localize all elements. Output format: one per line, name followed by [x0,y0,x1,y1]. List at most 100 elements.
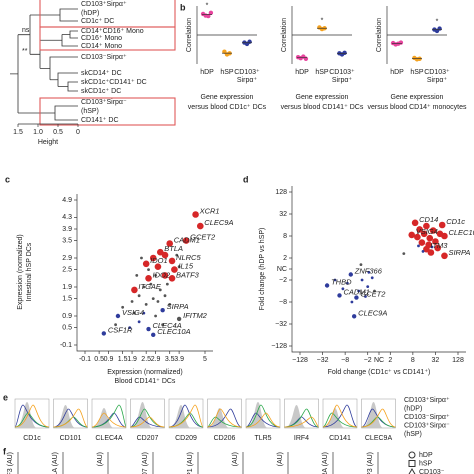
point [177,265,181,269]
isotype-histogram [246,402,268,428]
caption: versus blood CD141⁺ DCs [281,104,364,111]
y-axis-label: Correlation [281,18,288,52]
axes [291,186,466,353]
gene-label: GCET2 [360,290,386,299]
legend-entry: CD103⁺Sirpα⁺ [404,397,450,404]
point [140,256,143,260]
gene-label: CD14 [419,215,438,224]
y-tick-label: 2.5 [62,266,72,273]
gene-label: VSIG4 [122,308,144,317]
point [417,244,420,248]
point [429,227,437,234]
point [137,320,141,324]
point [165,282,169,286]
marker-label: TLR5 [254,435,271,442]
category-label: CD103⁺ [234,69,260,76]
point [154,263,162,271]
point [348,272,353,277]
x-tick-label: 2.5 [141,356,151,363]
significance-star: * [321,17,324,24]
leaf-label: CD103⁺Sirpα⁻ [81,99,127,106]
y-tick-label: 8 [283,233,287,240]
dot [398,40,404,45]
x-tick-label: 2 [388,357,392,364]
x-tick-label: -0.1 [79,356,91,363]
gene-label: SIRPA [167,302,189,311]
legend-entry: CD103⁺Sirpα⁻ [404,422,450,429]
histogram-curve [245,412,281,428]
y-axis-label: LA (AU) [52,452,59,474]
x-tick-label: 8 [411,357,415,364]
point [418,239,426,246]
point [350,300,354,304]
category-label: hDP [200,69,214,76]
gene-label: XCR1 [199,206,220,215]
point [441,252,448,260]
point [142,285,146,289]
panel-label: c [5,174,10,184]
leaf-label: (hSP) [81,108,99,115]
point [196,222,204,230]
point [156,300,160,303]
x-tick-label: 2.9 [151,356,161,363]
histogram-curve [168,404,204,428]
point [171,266,178,273]
histogram-curve [130,408,165,428]
y-tick-label: 2 [283,255,287,262]
x-tick-label: 1.0 [33,129,43,136]
point [142,311,146,315]
histogram-curve [284,408,319,428]
gene-label: CADM1 [344,287,370,296]
y-tick-label: −2 [279,277,287,284]
histogram-curve [53,408,88,428]
x-tick-label: 3.5 [165,356,175,363]
axes [76,194,213,352]
significance-note: ** [22,48,28,55]
point [426,234,434,242]
point [160,308,165,313]
x-tick-label: 1.5 [118,356,128,363]
leaf-label: CD1c⁺ DC [81,18,114,25]
panel-label: e [3,392,8,402]
point [360,278,364,282]
histogram-curve [207,408,242,428]
point [115,313,121,319]
point [168,257,176,265]
point [432,238,439,245]
point [366,285,370,288]
legend-entry: CD103⁻ [419,469,445,474]
point [367,270,371,274]
histogram-curve [14,404,50,428]
point [192,211,199,218]
point [121,305,125,309]
point [408,231,416,239]
point [421,250,425,253]
histogram-curve [245,412,281,428]
point [161,251,169,259]
x-tick-label: 0.9 [104,356,114,363]
dendrogram [10,0,176,126]
dot [342,50,347,56]
isotype-histogram [130,402,153,428]
point [354,295,359,300]
point [133,311,136,315]
y-axis-label: (AU) [277,452,284,466]
legend-symbol [408,468,416,474]
y-axis-label: Expression (normalized) [17,234,24,309]
point [144,303,148,306]
gene-label: VSIG4 [416,227,438,236]
point [175,253,179,257]
point [151,332,156,338]
x-tick-label: 1.5 [13,129,23,136]
x-tick-label: 32 [432,357,440,364]
x-tick-label: NC [374,357,384,364]
gene-label: THBD [331,277,352,286]
y-tick-label: 4.3 [62,214,72,221]
legend-entry: hDP [419,452,433,459]
x-tick-label: 3.9 [174,356,184,363]
dot [303,56,309,61]
point [351,314,357,319]
point [166,240,174,247]
y-tick-label: 3.5 [62,237,72,244]
marker-label: CLEC9A [365,435,393,442]
